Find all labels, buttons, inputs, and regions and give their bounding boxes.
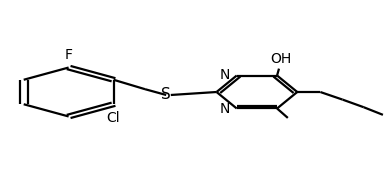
Text: N: N xyxy=(219,102,230,116)
Text: OH: OH xyxy=(270,52,291,66)
Text: N: N xyxy=(219,68,230,82)
Text: F: F xyxy=(65,48,73,62)
Text: Cl: Cl xyxy=(107,111,120,125)
Text: S: S xyxy=(161,87,171,102)
